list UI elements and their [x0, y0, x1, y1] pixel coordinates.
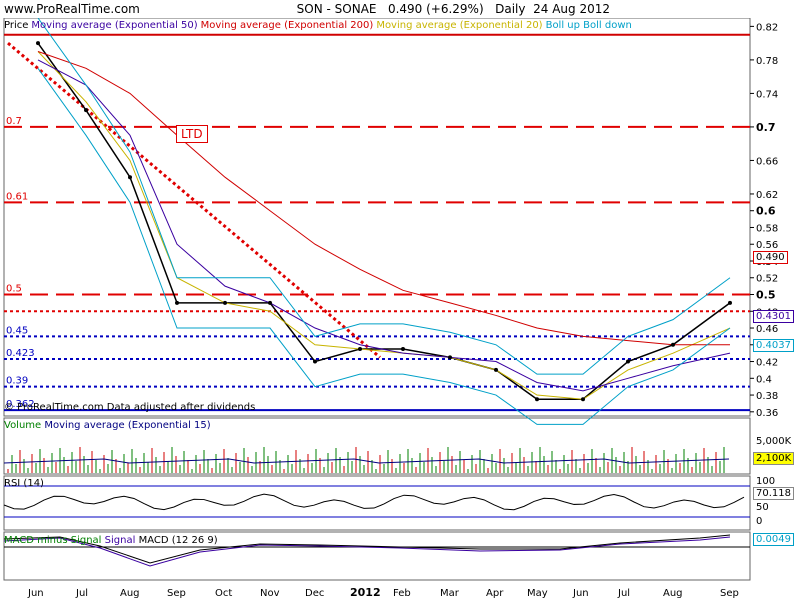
x-tick-label: Jun: [572, 588, 589, 599]
main-legend: Price Moving average (Exponential 50) Movi…: [4, 20, 635, 31]
macd-line-label: MACD (12 26 9): [138, 535, 218, 546]
macd-value-box: 0.0049: [753, 533, 794, 546]
price-point: [671, 342, 675, 347]
price-point: [728, 300, 732, 305]
y-tick-label: 0.46: [756, 324, 778, 335]
price-point: [581, 397, 585, 402]
x-tick-label: Sep: [167, 588, 186, 599]
level-label: 0.39: [6, 376, 28, 387]
volume-axis-label: 5,000K: [756, 436, 792, 447]
price-point: [175, 300, 179, 305]
x-tick-label: Apr: [486, 588, 504, 599]
x-tick-label: 2012: [350, 586, 381, 599]
macd-signal-label: Signal: [104, 535, 136, 546]
symbol-info: SON - SONAE 0.490 (+6.29%) Daily 24 Aug …: [297, 2, 610, 16]
y-tick-label: 0.66: [756, 156, 778, 167]
chart-header: www.ProRealTime.com SON - SONAE 0.490 (+…: [0, 0, 800, 18]
y-tick-label: 0.82: [756, 22, 778, 33]
level-label: 0.362: [6, 399, 35, 410]
main-panel-frame: [3, 18, 751, 417]
y-tick-label: 0.78: [756, 56, 778, 67]
boll-value-box: 0.4037: [753, 339, 794, 352]
y-tick-label: 0.5: [756, 289, 776, 302]
boll-up-line: [37, 18, 731, 375]
y-tick-label: 0.56: [756, 240, 778, 251]
symbol-name: SON - SONAE: [296, 2, 377, 16]
x-tick-label: May: [527, 588, 548, 599]
data-note: © ProRealTime.com Data adjusted after di…: [4, 402, 256, 413]
price-point: [358, 346, 362, 351]
x-tick-label: Jul: [75, 588, 88, 599]
volume-label: Volume: [4, 420, 42, 431]
volume-value-box: 2,100K: [753, 452, 795, 465]
level-label: 0.45: [6, 325, 28, 336]
rsi-axis-100: 100: [756, 476, 776, 487]
price-point: [626, 359, 630, 364]
x-tick-label: Mar: [440, 588, 460, 599]
price-point: [535, 397, 539, 402]
macd-line: [3, 534, 731, 564]
price-point: [223, 300, 227, 305]
volume-legend: Volume Moving average (Exponential 15): [4, 420, 211, 431]
y-tick-label: 0.38: [756, 391, 778, 402]
volume-ema-label: Moving average (Exponential 15): [44, 420, 211, 431]
macd-legend: MACD minus Signal Signal MACD (12 26 9): [4, 535, 218, 546]
rsi-axis-0: 0: [756, 516, 763, 527]
y-tick-label: 0.62: [756, 190, 778, 201]
rsi-axis-50: 50: [756, 502, 769, 513]
y-tick-label: 0.52: [756, 274, 778, 285]
y-tick-label: 0.58: [756, 223, 778, 234]
series-line-ma: [37, 59, 731, 392]
period: Daily: [495, 2, 526, 16]
y-tick-label: 0.42: [756, 358, 778, 369]
level-label: 0.61: [6, 191, 28, 202]
rsi-value-box: 70.118: [753, 487, 794, 500]
series-line-ma: [37, 51, 730, 346]
level-label: 0.423: [6, 348, 35, 359]
last-price: 0.490 (+6.29%): [387, 2, 484, 16]
price-point: [401, 346, 405, 351]
legend-item: Boll up Boll down: [545, 20, 632, 31]
volume-ema-line: [3, 458, 730, 464]
price-point: [494, 367, 498, 372]
legend-item: Moving average (Exponential 50): [31, 20, 198, 31]
legend-item: Price: [4, 20, 29, 31]
x-tick-label: Nov: [260, 588, 280, 599]
price-chart: 0.820.780.740.70.660.620.60.580.560.540.…: [3, 18, 778, 599]
x-tick-label: Sep: [720, 588, 739, 599]
x-tick-label: Feb: [393, 588, 411, 599]
price-point: [36, 41, 40, 46]
y-tick-label: 0.6: [756, 205, 776, 218]
legend-item: Moving average (Exponential 20): [376, 20, 543, 31]
y-tick-label: 0.74: [756, 89, 778, 100]
price-point: [268, 300, 272, 305]
x-tick-label: Aug: [663, 588, 683, 599]
level-label: 0.7: [6, 116, 22, 127]
price-point: [128, 175, 132, 180]
y-tick-label: 0.36: [756, 408, 778, 419]
x-tick-label: Jun: [27, 588, 44, 599]
ltd-annotation: LTD: [176, 125, 208, 143]
y-tick-label: 0.7: [756, 121, 776, 134]
date: 24 Aug 2012: [533, 2, 610, 16]
site-url: www.ProRealTime.com: [4, 2, 140, 16]
macd-signal-line: [3, 536, 731, 567]
price-point: [84, 108, 88, 113]
price-point: [313, 359, 317, 364]
rsi-panel-frame: [3, 475, 751, 531]
y-tick-label: 0.4: [756, 374, 772, 385]
ema-value-box: 0.4301: [753, 310, 794, 323]
rsi-line: [3, 493, 745, 511]
boll-down-line: [37, 67, 731, 425]
x-tick-label: Dec: [305, 588, 324, 599]
price-point: [448, 355, 452, 360]
level-label: 0.5: [6, 284, 22, 295]
x-tick-label: Oct: [215, 588, 232, 599]
x-tick-label: Aug: [120, 588, 140, 599]
price-value-box: 0.490: [753, 251, 788, 264]
x-tick-label: Jul: [617, 588, 630, 599]
macd-hist-label: MACD minus Signal: [4, 535, 102, 546]
legend-item: Moving average (Exponential 200): [200, 20, 374, 31]
rsi-legend: RSI (14): [4, 478, 44, 489]
